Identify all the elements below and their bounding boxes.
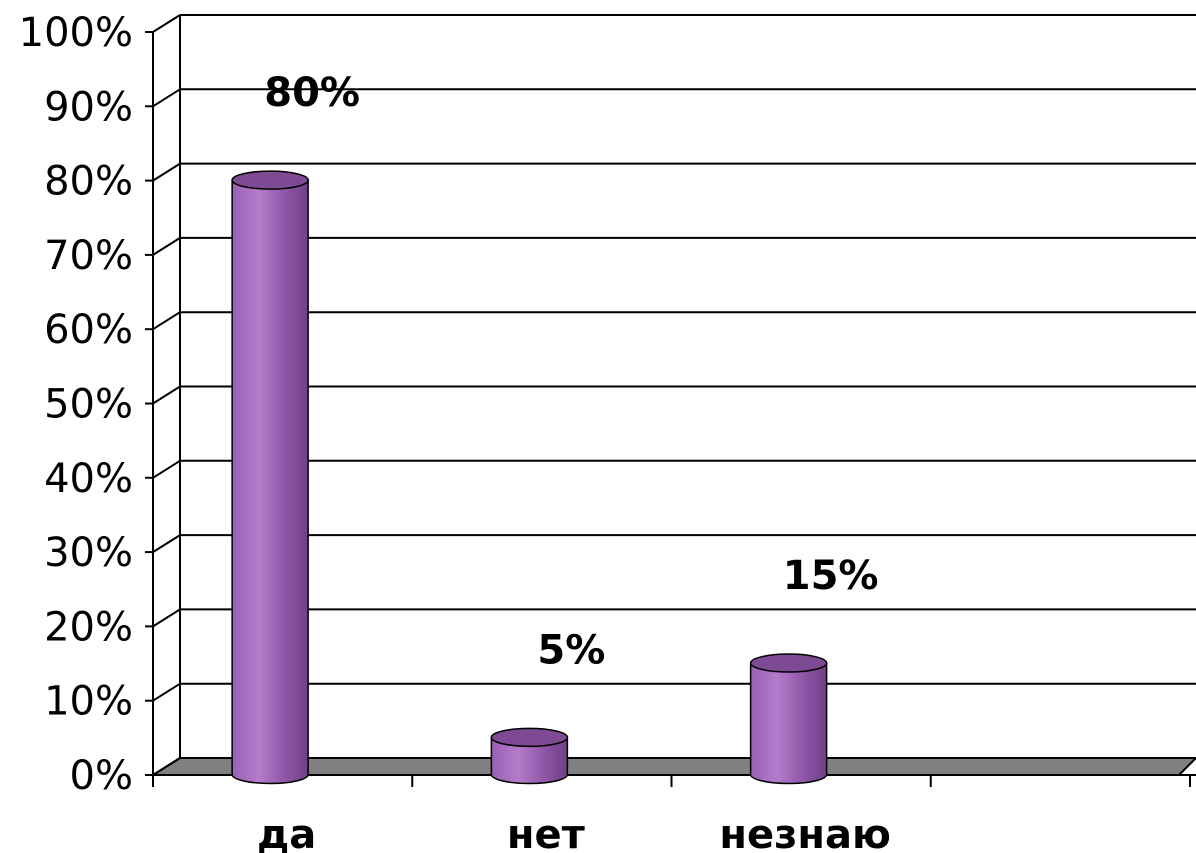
y-tick-label: 70%	[44, 233, 133, 279]
y-tick-label: 40%	[44, 456, 133, 502]
side-wall-line	[152, 757, 181, 776]
side-wall-line	[152, 534, 181, 553]
side-wall-line	[152, 311, 181, 331]
x-tick-label: незнаю	[719, 812, 891, 853]
bar-top	[749, 653, 828, 673]
y-tick-label: 50%	[44, 382, 133, 428]
bar-body	[749, 662, 828, 785]
side-wall-line	[152, 162, 181, 182]
x-axis-ticks: да нет незнаю	[152, 775, 1191, 853]
side-wall-line	[152, 237, 181, 256]
x-tick-label: да	[257, 812, 316, 853]
floor-plane	[149, 757, 1196, 776]
y-tick-label: 10%	[44, 679, 133, 725]
y-tick-label: 90%	[44, 84, 133, 130]
bar-body	[231, 179, 309, 785]
y-axis-ticks: 0% 10% 20% 30% 40% 50% 60% 70% 80% 90% 100%	[19, 10, 153, 799]
bars	[231, 170, 828, 785]
y-tick-label: 60%	[44, 307, 133, 353]
bar-body	[490, 736, 569, 785]
data-labels: 80% 5% 15%	[264, 70, 878, 673]
side-wall-line	[152, 459, 181, 479]
y-tick-label: 0%	[70, 753, 133, 799]
x-tick-label: нет	[507, 812, 586, 853]
bar-top	[490, 727, 569, 748]
plot-floor	[149, 757, 1196, 776]
data-label: 15%	[783, 553, 879, 599]
bar-3	[749, 653, 828, 785]
side-wall-line	[152, 88, 181, 108]
bar-2	[490, 727, 569, 785]
y-tick-label: 20%	[44, 604, 133, 650]
side-wall-line	[152, 14, 181, 33]
side-wall-line	[152, 608, 181, 628]
bar-top	[231, 170, 309, 190]
side-wall-line	[152, 385, 181, 405]
y-tick-label: 30%	[44, 530, 133, 576]
side-wall-line	[152, 682, 181, 702]
y-tick-label: 80%	[44, 159, 133, 205]
gridlines	[152, 14, 1196, 776]
data-label: 5%	[537, 627, 605, 673]
bar-1	[231, 170, 309, 785]
y-tick-label: 100%	[19, 10, 133, 56]
data-label: 80%	[264, 70, 360, 116]
